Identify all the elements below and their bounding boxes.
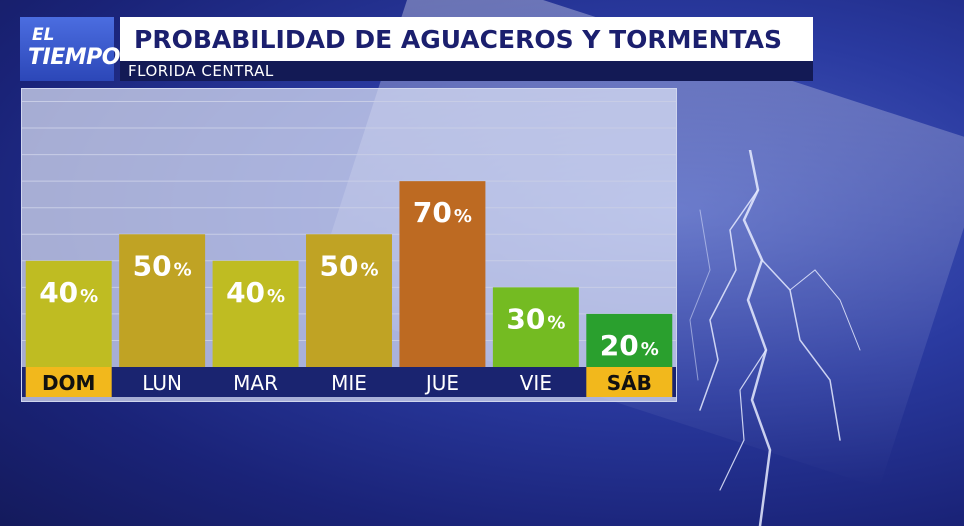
bar-jue — [399, 181, 486, 367]
value-label-mie: 50% — [319, 249, 378, 282]
logo-line-1: EL — [32, 25, 55, 45]
el-tiempo-logo: EL TIEMPO — [20, 17, 120, 81]
value-label-jue: 70% — [413, 196, 472, 229]
day-label-mar: MAR — [233, 371, 278, 395]
day-label-mie: MIE — [331, 371, 367, 395]
day-highlight-dom — [25, 367, 112, 397]
bar-lun — [119, 234, 206, 367]
bar-mie — [306, 234, 392, 367]
value-label-sáb: 20% — [600, 329, 659, 362]
bar-dom — [25, 260, 112, 367]
logo-line-2: TIEMPO — [28, 45, 120, 70]
bar-mar — [212, 260, 299, 367]
day-highlight-sáb — [586, 367, 673, 397]
day-label-lun: LUN — [142, 371, 182, 395]
subtitle-banner: FLORIDA CENTRAL — [120, 61, 813, 81]
day-label-strip — [22, 367, 676, 397]
day-label-sáb: SÁB — [607, 371, 652, 395]
value-label-mar: 40% — [226, 276, 285, 309]
bar-chart-svg: 40 % DOM 50 % LUN 40 % MAR 50 % MIE 70 % JUE 30 % VIE 20 % S… — [22, 101, 676, 397]
page-title: PROBABILIDAD DE AGUACEROS Y TORMENTAS — [134, 24, 782, 54]
value-label-lun: 50% — [133, 249, 192, 282]
day-label-dom: DOM — [42, 371, 96, 395]
bar-vie — [492, 287, 579, 367]
title-banner: PROBABILIDAD DE AGUACEROS Y TORMENTAS — [120, 17, 813, 61]
bar-sáb — [586, 313, 673, 367]
page-subtitle: FLORIDA CENTRAL — [128, 62, 274, 80]
lightning-graphic — [689, 150, 861, 526]
value-label-vie: 30% — [506, 302, 565, 335]
bar-chart: 40% DOM 50% LUN 40% MAR 50% MIE 70% JUE 30% VIE 20% S… — [21, 88, 677, 402]
day-label-vie: VIE — [520, 371, 552, 395]
day-label-jue: JUE — [424, 371, 459, 395]
value-label-dom: 40% — [39, 276, 98, 309]
